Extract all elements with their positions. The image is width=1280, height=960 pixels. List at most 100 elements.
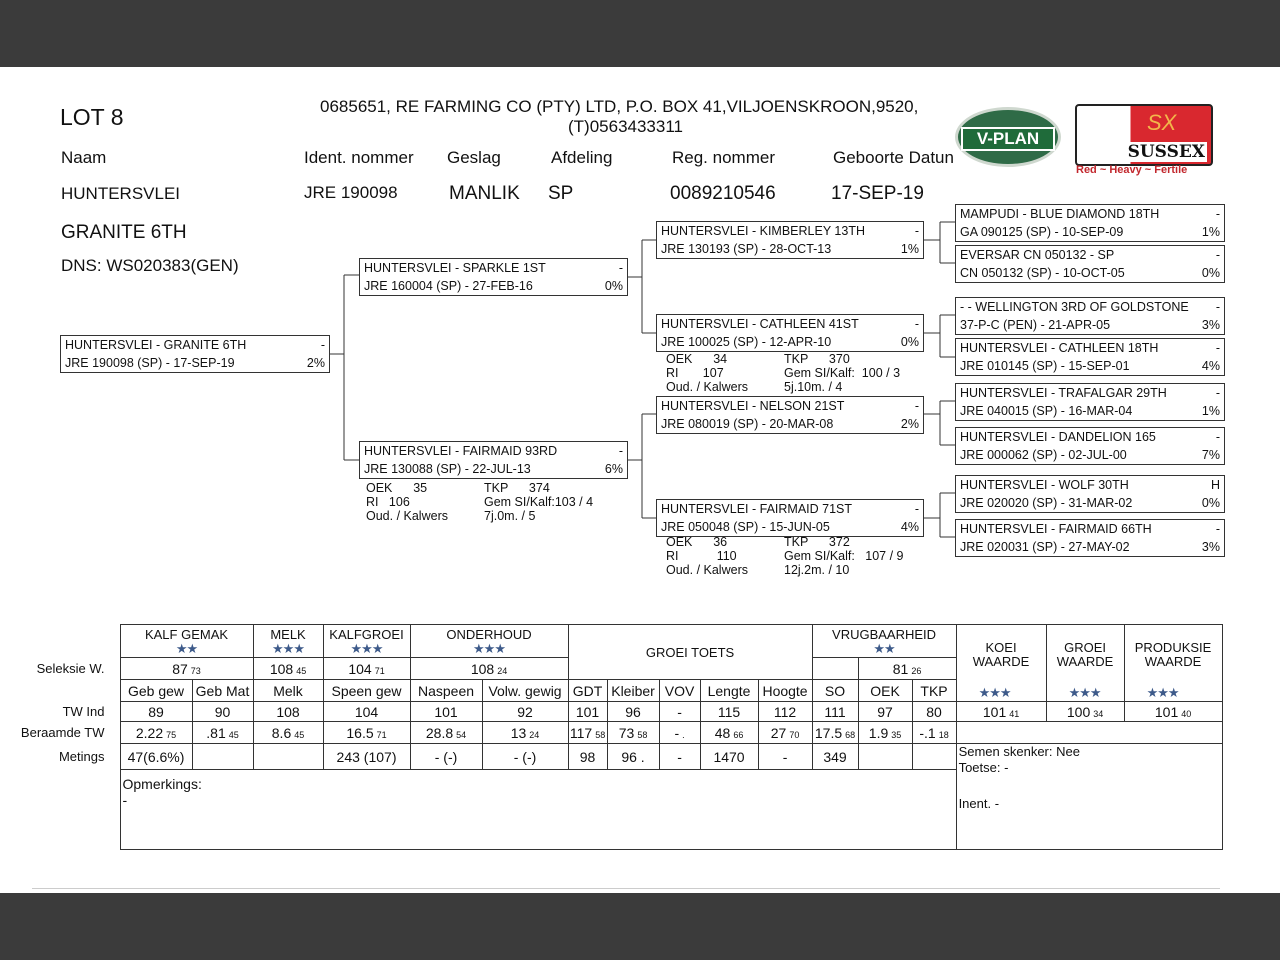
seleksie-kalfgroei: 104 71 bbox=[322, 657, 411, 680]
animal-pct: 0% bbox=[604, 279, 623, 293]
sussex-logo: SX SUSSEX bbox=[1075, 104, 1213, 166]
dob-value: 17-SEP-19 bbox=[831, 183, 924, 204]
performance-table: KALF GEMAK ★★ MELK ★★★ KALFGROEI ★★★ ONDERH… bbox=[0, 624, 1223, 850]
row-label-metings: Metings bbox=[58, 749, 105, 764]
animal-mark: - bbox=[1215, 300, 1220, 314]
metings-cell: - (-) bbox=[409, 743, 483, 770]
bottom-bar bbox=[0, 893, 1280, 960]
row-label-seleksie: Seleksie W. bbox=[36, 661, 105, 676]
animal-name: HUNTERSVLEI - CATHLEEN 41ST bbox=[661, 317, 859, 331]
animal-mark: H bbox=[1210, 478, 1220, 492]
beraamde-cell: 2.22 75 bbox=[119, 721, 193, 744]
animal-name: HUNTERSVLEI - FAIRMAID 71ST bbox=[661, 502, 853, 516]
animal-id: JRE 010145 (SP) - 15-SEP-01 bbox=[960, 359, 1130, 373]
dns-value: DNS: WS020383(GEN) bbox=[61, 256, 239, 275]
animal-mark: - bbox=[1215, 522, 1220, 536]
seleksie-vrugbaarheid: 81 26 bbox=[857, 657, 957, 680]
beraamde-cell: 27 70 bbox=[757, 721, 813, 744]
metings-cell: 1470 bbox=[699, 743, 759, 770]
animal-id: 37-P-C (PEN) - 21-APR-05 bbox=[960, 318, 1111, 332]
tw-ind-cell: 97 bbox=[857, 701, 913, 722]
animal-mark: - bbox=[1215, 207, 1220, 221]
pedigree-box-gen3-3: HUNTERSVLEI - CATHLEEN 18TH - JRE 010145 (… bbox=[955, 338, 1225, 376]
column-header: Kleiber bbox=[606, 679, 660, 702]
pedigree-box-gen3-0: MAMPUDI - BLUE DIAMOND 18TH - GA 090125 (S… bbox=[955, 204, 1225, 242]
label-reg: Reg. nommer bbox=[672, 148, 775, 167]
tw-ind-cell: 115 bbox=[699, 701, 759, 722]
metings-cell bbox=[911, 743, 957, 770]
animal-mark: - bbox=[618, 261, 623, 275]
column-header: TKP bbox=[911, 679, 957, 702]
name-line-1: HUNTERSVLEI bbox=[61, 184, 181, 203]
animal-mark: - bbox=[1215, 430, 1220, 444]
animal-id: JRE 040015 (SP) - 16-MAR-04 bbox=[960, 404, 1133, 418]
column-header: Melk bbox=[252, 679, 324, 702]
metings-cell: - (-) bbox=[481, 743, 569, 770]
animal-id: JRE 130193 (SP) - 28-OCT-13 bbox=[661, 242, 832, 256]
group-kalfgroei: KALFGROEI ★★★ bbox=[322, 624, 411, 658]
animal-id: JRE 130088 (SP) - 22-JUL-13 bbox=[364, 462, 531, 476]
row-label-tw-ind: TW Ind bbox=[62, 704, 105, 719]
owner-line-2: (T)0563433311 bbox=[568, 117, 683, 136]
column-header: Geb gew bbox=[119, 679, 193, 702]
animal-name: EVERSAR CN 050132 - SP bbox=[960, 248, 1115, 262]
animal-name: HUNTERSVLEI - GRANITE 6TH bbox=[65, 338, 247, 352]
ident-value: JRE 190098 bbox=[304, 183, 398, 202]
geslag-value: MANLIK bbox=[449, 183, 520, 204]
tw-ind-cell: - bbox=[658, 701, 701, 722]
tw-ind-cell: 80 bbox=[911, 701, 957, 722]
vplan-logo: V-PLAN bbox=[955, 107, 1061, 167]
bottom-divider bbox=[32, 888, 1220, 889]
animal-name: HUNTERSVLEI - FAIRMAID 66TH bbox=[960, 522, 1152, 536]
pedigree-box-gen3-4: HUNTERSVLEI - TRAFALGAR 29TH - JRE 040015 … bbox=[955, 383, 1225, 421]
animal-id: CN 050132 (SP) - 10-OCT-05 bbox=[960, 266, 1125, 280]
pedigree-box-sire: HUNTERSVLEI - SPARKLE 1ST - JRE 160004 (SP… bbox=[359, 258, 628, 296]
tw-ind-cell: 104 bbox=[322, 701, 411, 722]
animal-pct: 3% bbox=[1201, 540, 1220, 554]
tw-ind-cell: 108 bbox=[252, 701, 324, 722]
animal-pct: 1% bbox=[900, 242, 919, 256]
beraamde-cell: 28.8 54 bbox=[409, 721, 483, 744]
animal-name: HUNTERSVLEI - CATHLEEN 18TH bbox=[960, 341, 1159, 355]
group-melk: MELK ★★★ bbox=[252, 624, 324, 658]
animal-id: JRE 100025 (SP) - 12-APR-10 bbox=[661, 335, 832, 349]
animal-pct: 1% bbox=[1201, 225, 1220, 239]
animal-name: MAMPUDI - BLUE DIAMOND 18TH bbox=[960, 207, 1160, 221]
metings-cell bbox=[857, 743, 913, 770]
label-dob: Geboorte Datun bbox=[833, 148, 954, 167]
animal-id: JRE 190098 (SP) - 17-SEP-19 bbox=[65, 356, 235, 370]
pedigree-box-gen3-6: HUNTERSVLEI - WOLF 30TH H JRE 020020 (SP) … bbox=[955, 475, 1225, 513]
pedigree-box-dam: HUNTERSVLEI - FAIRMAID 93RD - JRE 130088 (… bbox=[359, 441, 628, 479]
index-produksie-waarde: PRODUKSIE WAARDE ★★★ bbox=[1123, 624, 1223, 702]
animal-name: HUNTERSVLEI - SPARKLE 1ST bbox=[364, 261, 546, 275]
index-value: 100 34 bbox=[1045, 701, 1125, 722]
column-header: Naspeen bbox=[409, 679, 483, 702]
pedigree-box-subject: HUNTERSVLEI - GRANITE 6TH - JRE 190098 (SP… bbox=[60, 335, 330, 373]
animal-pct: 0% bbox=[1201, 496, 1220, 510]
name-line-2: GRANITE 6TH bbox=[61, 222, 187, 243]
reg-value: 0089210546 bbox=[670, 183, 776, 204]
seleksie-so-empty bbox=[811, 657, 859, 680]
animal-pct: 6% bbox=[604, 462, 623, 476]
animal-name: - - WELLINGTON 3RD OF GOLDSTONE bbox=[960, 300, 1189, 314]
animal-id: JRE 050048 (SP) - 15-JUN-05 bbox=[661, 520, 830, 534]
animal-pct: 3% bbox=[1201, 318, 1220, 332]
sussex-tagline: Red ~ Heavy ~ Fertile bbox=[1076, 164, 1188, 176]
column-header: Lengte bbox=[699, 679, 759, 702]
beraamde-cell: 48 66 bbox=[699, 721, 759, 744]
metings-cell: 47(6.6%) bbox=[119, 743, 193, 770]
animal-name: HUNTERSVLEI - TRAFALGAR 29TH bbox=[960, 386, 1167, 400]
semen-info-cell: Semen skenker: Nee Toetse: - Inent. - bbox=[955, 743, 1223, 850]
owner-line-1: 0685651, RE FARMING CO (PTY) LTD, P.O. B… bbox=[320, 97, 919, 116]
beraamde-cell: 8.6 45 bbox=[252, 721, 324, 744]
stats-dam: OEK 35 TKP 374 RI 106 Gem SI/Kalf:103 / 4 Ou… bbox=[366, 481, 594, 523]
seleksie-melk: 108 45 bbox=[252, 657, 324, 680]
animal-mark: - bbox=[320, 338, 325, 352]
beraamde-cell: 73 58 bbox=[606, 721, 660, 744]
column-header: SO bbox=[811, 679, 859, 702]
metings-cell: - bbox=[658, 743, 701, 770]
metings-cell: - bbox=[757, 743, 813, 770]
beraamde-cell: 13 24 bbox=[481, 721, 569, 744]
label-afdeling: Afdeling bbox=[551, 148, 613, 167]
afdeling-value: SP bbox=[548, 183, 574, 204]
